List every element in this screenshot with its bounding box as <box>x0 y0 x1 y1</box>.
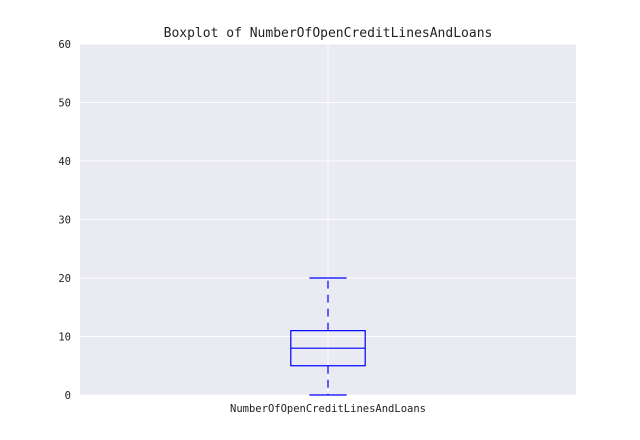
x-tick-label: NumberOfOpenCreditLinesAndLoans <box>230 403 426 415</box>
y-tick-label: 10 <box>58 332 71 344</box>
y-tick-label: 60 <box>58 39 71 51</box>
y-tick-label: 0 <box>65 390 71 402</box>
y-axis-ticks: 0 10 20 30 40 50 60 <box>58 39 71 402</box>
y-tick-label: 20 <box>58 273 71 285</box>
y-tick-label: 50 <box>58 98 71 110</box>
y-tick-label: 40 <box>58 156 71 168</box>
y-tick-label: 30 <box>58 215 71 227</box>
box-group <box>290 277 366 396</box>
x-axis-ticks: NumberOfOpenCreditLinesAndLoans <box>230 403 426 415</box>
chart-title: Boxplot of NumberOfOpenCreditLinesAndLoa… <box>164 26 493 41</box>
